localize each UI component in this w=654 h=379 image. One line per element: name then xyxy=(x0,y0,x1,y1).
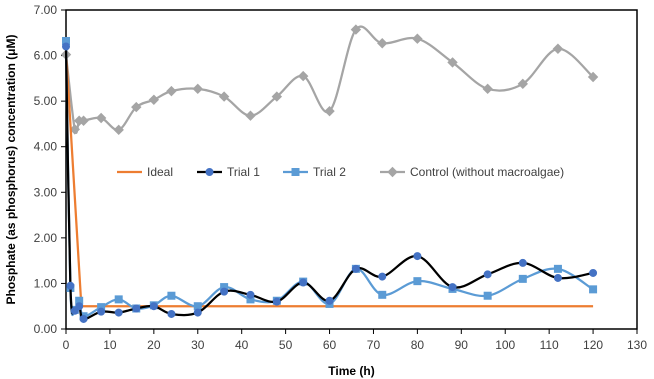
legend-swatch-marker xyxy=(205,168,214,176)
data-point-trial-2 xyxy=(378,290,387,299)
axes: 0 10 20 30 40 50 60 70 80 90 100 110 120 130 0.00 1.00 2… xyxy=(34,3,648,352)
data-point-trial-2 xyxy=(553,264,562,273)
data-point-trial-1 xyxy=(132,304,141,313)
data-point-control-without-macroalgae xyxy=(78,115,89,126)
data-point-trial-2 xyxy=(413,277,422,286)
x-tick-label: 10 xyxy=(103,338,117,352)
legend-item-ideal: Ideal xyxy=(117,165,173,179)
y-tick-label: 3.00 xyxy=(34,185,58,199)
legend: Ideal Trial 1 Trial 2 Control (without macr… xyxy=(117,165,564,179)
y-tick-label: 5.00 xyxy=(34,94,58,108)
y-tick-label: 2.00 xyxy=(34,231,58,245)
y-tick-label: 0.00 xyxy=(34,322,58,336)
data-point-trial-1 xyxy=(378,272,387,281)
data-point-control-without-macroalgae xyxy=(113,124,124,136)
data-point-trial-1 xyxy=(167,309,176,318)
legend-label: Control (without macroalgae) xyxy=(410,165,564,179)
data-point-trial-1 xyxy=(553,273,562,282)
data-point-control-without-macroalgae xyxy=(131,101,142,113)
data-point-control-without-macroalgae xyxy=(95,112,107,124)
data-point-control-without-macroalgae xyxy=(552,43,564,54)
legend-label: Trial 1 xyxy=(227,165,260,179)
data-point-control-without-macroalgae xyxy=(271,91,283,102)
data-point-control-without-macroalgae xyxy=(350,24,362,35)
data-point-trial-1 xyxy=(114,308,123,317)
data-point-control-without-macroalgae xyxy=(377,38,388,49)
data-point-trial-1 xyxy=(448,283,457,292)
data-point-control-without-macroalgae xyxy=(447,57,458,68)
x-tick-label: 70 xyxy=(367,338,381,352)
legend-swatch-marker xyxy=(291,168,300,176)
x-tick-label: 110 xyxy=(540,338,559,352)
x-tick-label: 120 xyxy=(583,338,603,352)
data-point-control-without-macroalgae xyxy=(297,70,309,82)
data-point-trial-1 xyxy=(589,268,598,277)
data-point-trial-1 xyxy=(193,308,202,317)
data-point-trial-2 xyxy=(114,295,123,304)
data-point-control-without-macroalgae xyxy=(245,110,256,121)
data-point-trial-1 xyxy=(299,278,308,287)
series-control-without-macroalgae xyxy=(60,24,599,136)
data-point-trial-2 xyxy=(167,291,176,300)
x-axis-title: Time (h) xyxy=(328,364,374,378)
legend-item-trial-1: Trial 1 xyxy=(197,165,260,179)
data-point-trial-1 xyxy=(66,281,75,290)
x-tick-label: 130 xyxy=(627,338,647,352)
x-tick-label: 40 xyxy=(235,338,249,352)
plot-area-frame xyxy=(65,9,638,330)
data-point-trial-2 xyxy=(483,291,492,300)
data-point-control-without-macroalgae xyxy=(482,83,493,95)
legend-label: Ideal xyxy=(147,165,173,179)
data-point-trial-1 xyxy=(483,270,492,279)
data-point-trial-2 xyxy=(518,274,527,283)
data-point-trial-1 xyxy=(62,42,70,51)
data-point-control-without-macroalgae xyxy=(166,85,177,97)
series-trial-1 xyxy=(62,42,598,323)
legend-item-trial-2: Trial 2 xyxy=(283,165,346,179)
y-tick-label: 1.00 xyxy=(34,276,58,290)
data-point-trial-1 xyxy=(149,302,158,311)
data-point-control-without-macroalgae xyxy=(69,124,80,135)
x-tick-label: 20 xyxy=(147,338,161,352)
y-tick-label: 4.00 xyxy=(34,140,58,154)
legend-label: Trial 2 xyxy=(313,165,346,179)
data-point-trial-2 xyxy=(589,285,598,294)
data-point-control-without-macroalgae xyxy=(218,91,230,102)
data-point-control-without-macroalgae xyxy=(412,33,423,44)
data-point-trial-1 xyxy=(272,297,281,306)
x-tick-label: 50 xyxy=(279,338,293,352)
data-point-control-without-macroalgae xyxy=(324,105,335,117)
data-point-trial-1 xyxy=(246,290,255,299)
data-point-control-without-macroalgae xyxy=(192,83,203,95)
x-tick-label: 80 xyxy=(411,338,425,352)
data-point-trial-1 xyxy=(325,296,334,305)
data-point-control-without-macroalgae xyxy=(148,94,160,105)
data-point-trial-1 xyxy=(518,258,527,267)
data-point-control-without-macroalgae xyxy=(517,78,529,90)
x-tick-label: 90 xyxy=(455,338,469,352)
x-tick-label: 60 xyxy=(323,338,337,352)
data-point-trial-1 xyxy=(75,302,84,311)
y-tick-label: 7.00 xyxy=(34,3,58,17)
data-point-trial-1 xyxy=(79,314,88,323)
series-layer xyxy=(60,24,599,323)
data-point-control-without-macroalgae xyxy=(587,71,599,83)
data-point-trial-1 xyxy=(220,287,229,296)
data-point-trial-1 xyxy=(413,252,422,261)
x-tick-label: 0 xyxy=(63,338,70,352)
legend-item-control-without-macroalgae: Control (without macroalgae) xyxy=(380,165,564,179)
y-tick-label: 6.00 xyxy=(34,49,58,63)
x-tick-label: 100 xyxy=(495,338,515,352)
x-tick-label: 30 xyxy=(191,338,205,352)
legend-swatch-marker xyxy=(387,166,398,178)
data-point-trial-1 xyxy=(97,307,106,316)
y-axis-title: Phosphate (as phosphorus) concentration … xyxy=(4,34,18,304)
data-point-trial-1 xyxy=(351,264,360,273)
